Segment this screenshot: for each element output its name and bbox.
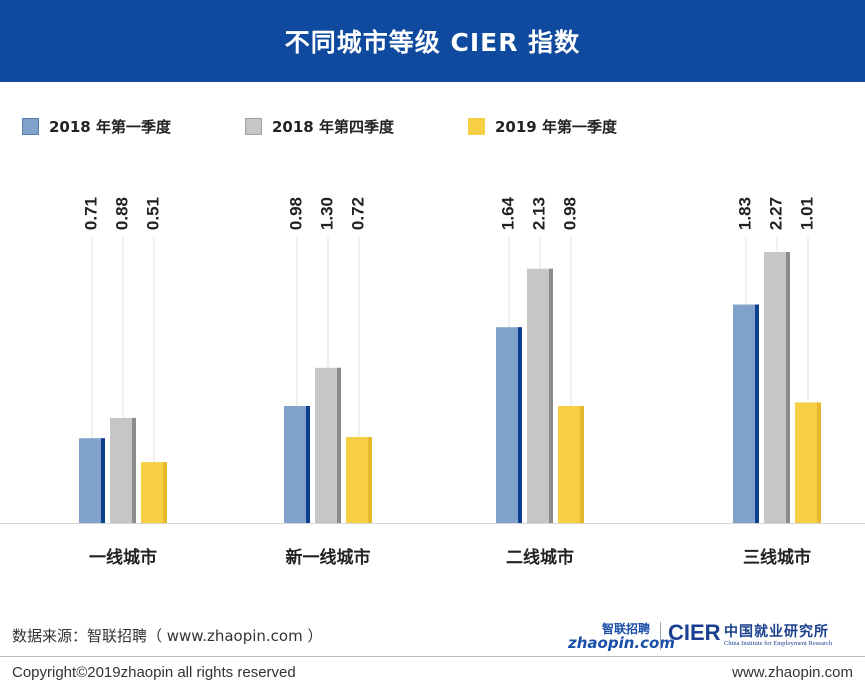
- bar-0-0: [79, 438, 105, 523]
- bar-edge-2-2: [580, 406, 584, 523]
- category-label: 新一线城市: [286, 547, 371, 568]
- bar-chart: 0.71 0.88 0.51 一线城市 0.98 1.30 0.72 新一线城市 1.64 2.1…: [0, 196, 865, 568]
- bar-edge-3-2: [817, 402, 821, 523]
- bar-edge-0-2: [163, 462, 167, 523]
- logo-separator: [660, 622, 661, 650]
- category-label: 一线城市: [89, 547, 157, 568]
- website-url: www.zhaopin.com: [732, 664, 853, 681]
- bar-3-1: [764, 252, 790, 523]
- bar-1-0: [284, 406, 310, 523]
- legend: 2018 年第一季度 2018 年第四季度 2019 年第一季度: [0, 116, 865, 140]
- value-label: 0.98: [286, 197, 305, 230]
- footer-divider: [0, 656, 865, 657]
- bar-edge-0-1: [132, 417, 136, 523]
- category-label: 二线城市: [506, 547, 574, 568]
- legend-swatch-2018q1: [22, 118, 39, 135]
- bar-0-2: [141, 462, 167, 523]
- legend-item-2019q1: 2019 年第一季度: [468, 116, 617, 137]
- chart-header: 不同城市等级 CIER 指数: [0, 0, 865, 82]
- value-label: 1.83: [735, 197, 754, 230]
- bar-0-1: [110, 417, 136, 523]
- cier-logo-text: CIER: [668, 620, 721, 645]
- cier-logo-cn: 中国就业研究所: [724, 624, 829, 640]
- legend-swatch-2018q4: [245, 118, 262, 135]
- value-label: 0.72: [348, 197, 367, 230]
- bar-edge-2-0: [518, 327, 522, 523]
- legend-label-2018q1: 2018 年第一季度: [49, 118, 171, 136]
- legend-label-2019q1: 2019 年第一季度: [495, 118, 617, 136]
- bar-edge-1-0: [306, 406, 310, 523]
- value-label: 2.27: [766, 197, 785, 230]
- value-label: 0.51: [143, 197, 162, 230]
- legend-swatch-2019q1: [468, 118, 485, 135]
- value-label: 0.98: [560, 197, 579, 230]
- chart-title: 不同城市等级 CIER 指数: [284, 28, 581, 57]
- legend-label-2018q4: 2018 年第四季度: [272, 118, 394, 136]
- data-source: 数据来源：智联招聘（ www.zhaopin.com ）: [12, 627, 323, 645]
- bar-edge-0-0: [101, 438, 105, 523]
- zhaopin-logo: 智联招聘 zhaopin.com: [568, 620, 675, 652]
- bar-edge-1-1: [337, 367, 341, 523]
- bar-1-2: [346, 437, 372, 523]
- bar-1-1: [315, 367, 341, 523]
- value-label: 1.64: [498, 196, 517, 230]
- value-label: 1.01: [797, 197, 816, 230]
- value-label: 1.30: [317, 197, 336, 230]
- value-label: 2.13: [529, 197, 548, 230]
- value-label: 0.88: [112, 197, 131, 230]
- legend-item-2018q4: 2018 年第四季度: [245, 116, 394, 137]
- value-label: 0.71: [81, 197, 100, 230]
- bar-edge-3-0: [755, 304, 759, 523]
- copyright: Copyright©2019zhaopin all rights reserve…: [12, 664, 296, 681]
- cier-logo-en: China Institute for Employment Research: [724, 640, 833, 647]
- category-label: 三线城市: [743, 547, 811, 568]
- bar-2-1: [527, 268, 553, 523]
- cier-logo: CIER 中国就业研究所 China Institute for Employm…: [668, 620, 858, 654]
- bar-2-0: [496, 327, 522, 523]
- bar-2-2: [558, 406, 584, 523]
- bar-edge-2-1: [549, 268, 553, 523]
- bar-3-0: [733, 304, 759, 523]
- bar-3-2: [795, 402, 821, 523]
- zhaopin-logo-cn: 智联招聘: [601, 622, 650, 636]
- bar-edge-1-2: [368, 437, 372, 523]
- bar-edge-3-1: [786, 252, 790, 523]
- zhaopin-logo-en: zhaopin.com: [568, 634, 675, 652]
- legend-item-2018q1: 2018 年第一季度: [22, 116, 171, 137]
